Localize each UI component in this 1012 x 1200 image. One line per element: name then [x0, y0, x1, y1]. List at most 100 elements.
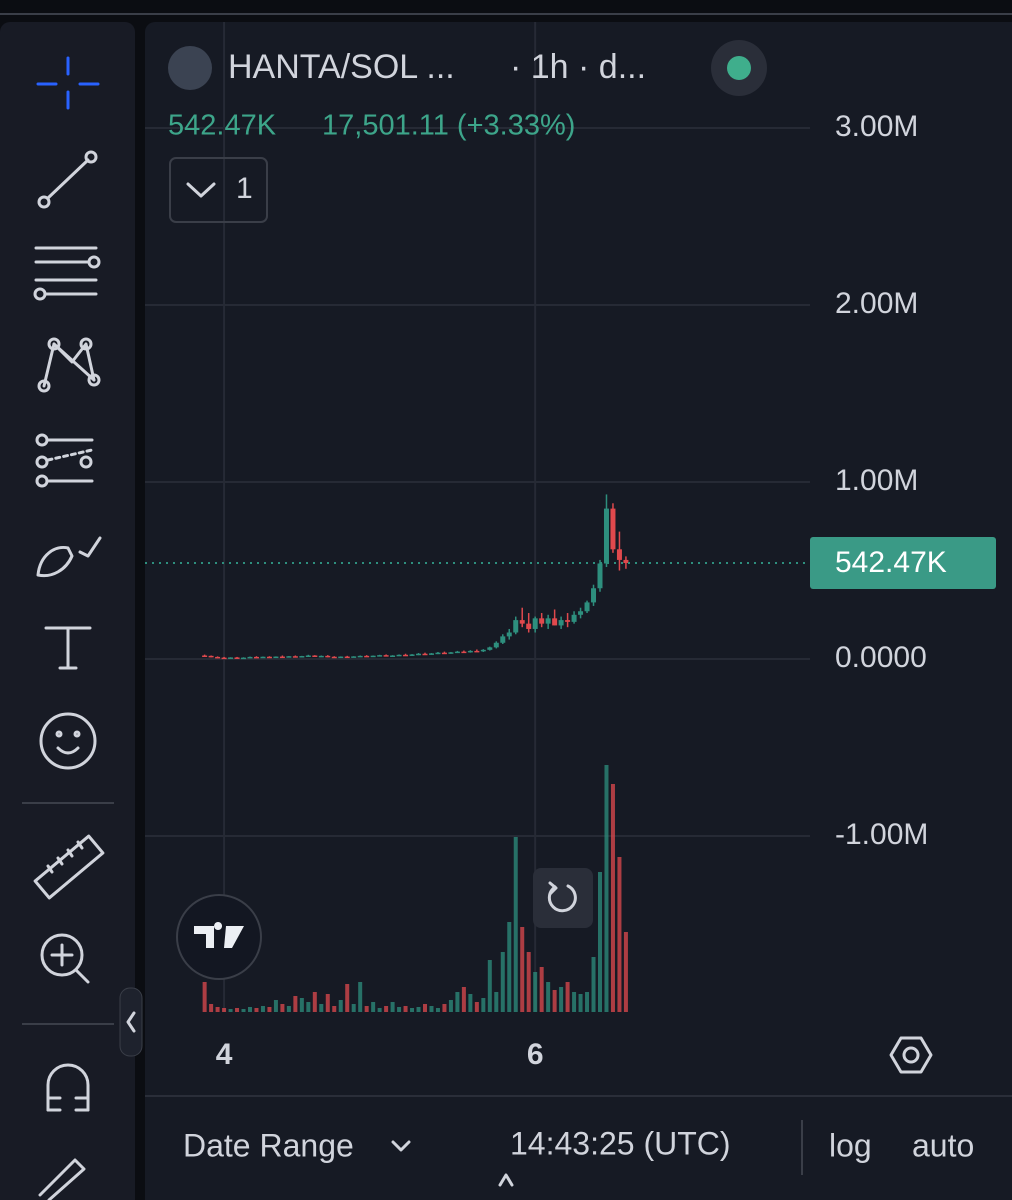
candle-body: [299, 656, 305, 658]
magnet-tool[interactable]: [46, 1063, 90, 1112]
volume-bar: [578, 994, 583, 1012]
volume-bar: [526, 952, 531, 1012]
volume-bar: [299, 998, 304, 1012]
text-tool[interactable]: [44, 626, 92, 670]
candle-body: [539, 618, 545, 624]
fib-tool[interactable]: [33, 246, 101, 301]
y-tick-label: 0.0000: [835, 641, 927, 674]
candle-body: [584, 602, 590, 612]
pattern-tool[interactable]: [37, 337, 101, 393]
crosshair-tool[interactable]: [36, 56, 100, 110]
candle-body: [357, 655, 363, 658]
volume-bar: [455, 992, 460, 1012]
candle-body: [435, 652, 441, 655]
axis-settings[interactable]: [889, 1036, 933, 1074]
candle-body: [545, 618, 551, 624]
volume-bar: [267, 1007, 272, 1012]
volume-bar: [572, 992, 577, 1012]
tv-logo-mark: [194, 922, 244, 948]
candle-body: [474, 650, 480, 653]
zoom-tool[interactable]: [40, 933, 90, 984]
tv-logo[interactable]: [176, 894, 262, 980]
volume-bar: [209, 1004, 214, 1012]
reset-button[interactable]: [533, 868, 593, 928]
candle-body: [370, 655, 376, 658]
volume-bar: [254, 1008, 259, 1012]
volume-bar: [610, 784, 615, 1012]
candle-body: [364, 655, 370, 658]
volume-bar: [500, 952, 505, 1012]
volume-bar: [332, 1006, 337, 1012]
trend-line-tool[interactable]: [37, 150, 98, 209]
volume-bar: [533, 972, 538, 1012]
volume-bar: [377, 1008, 382, 1012]
scroll-up[interactable]: [498, 1173, 514, 1187]
change: 17,501.11 (+3.33%): [322, 110, 575, 142]
volume-bar: [520, 927, 525, 1012]
emoji-tool[interactable]: [39, 712, 97, 770]
candle-body: [338, 656, 344, 659]
indicators-toggle[interactable]: [169, 157, 268, 223]
candle-body: [292, 656, 298, 658]
volume-bar: [202, 982, 207, 1012]
volume-bar: [513, 837, 518, 1012]
ruler-tool[interactable]: [33, 834, 105, 900]
volume-bar: [403, 1006, 408, 1012]
candle-body: [312, 655, 318, 658]
candle-body: [571, 614, 577, 622]
date-range-chevron: [391, 1140, 411, 1152]
candle-body: [247, 656, 253, 659]
candle-body: [513, 620, 519, 633]
symbol: HANTA/SOL ...: [228, 48, 455, 86]
auto-toggle[interactable]: auto: [912, 1127, 974, 1163]
candle-body: [506, 632, 512, 637]
volume-bar: [306, 1002, 311, 1012]
date-range[interactable]: Date Range: [183, 1127, 354, 1163]
volume-bar: [358, 982, 363, 1012]
volume-bar: [585, 992, 590, 1012]
volume-bar: [248, 1007, 252, 1012]
x-tick-label: 6: [527, 1038, 544, 1071]
lock-tool[interactable]: [38, 1158, 86, 1200]
volume-bar: [442, 1004, 447, 1012]
candle-body: [221, 657, 227, 660]
y-tick-label: -1.00M: [835, 818, 928, 851]
candle-body: [273, 656, 279, 659]
candle-body: [331, 656, 337, 659]
brush-tool[interactable]: [36, 536, 102, 578]
candle-body: [422, 653, 428, 656]
volume-bar: [552, 990, 557, 1012]
candle-body: [603, 508, 609, 564]
volume-bar: [448, 1000, 453, 1012]
volume-bar: [241, 1009, 246, 1012]
candle-body: [351, 656, 357, 658]
toolbar-icons: [22, 56, 114, 1200]
reset-arrow: [548, 881, 558, 896]
volume-bar: [312, 992, 317, 1012]
volume-bar: [364, 1006, 369, 1012]
candle-body: [558, 620, 564, 626]
volume-bar: [539, 967, 544, 1012]
candle-body: [500, 636, 506, 643]
token-avatar: [168, 46, 212, 90]
volume-bar: [429, 1006, 434, 1012]
volume-bar: [390, 1002, 395, 1012]
log-toggle[interactable]: log: [829, 1127, 872, 1163]
collapse-toolbar[interactable]: [119, 987, 143, 1057]
volume-bar: [293, 996, 298, 1012]
candle-body: [215, 656, 221, 659]
candle-body: [467, 650, 473, 653]
candle-body: [344, 656, 350, 659]
candle-body: [565, 620, 571, 622]
indicators-count: 1: [236, 172, 253, 205]
candle-body: [552, 618, 558, 626]
interval: · 1h · d...: [510, 48, 646, 86]
volume-bar: [559, 987, 564, 1012]
candle-body: [377, 655, 383, 657]
candle-body: [208, 655, 214, 658]
volume-bar: [371, 1002, 376, 1012]
candle-body: [286, 656, 292, 658]
forecast-tool[interactable]: [35, 433, 94, 488]
candle-body: [403, 654, 409, 657]
candle-body: [493, 642, 499, 648]
